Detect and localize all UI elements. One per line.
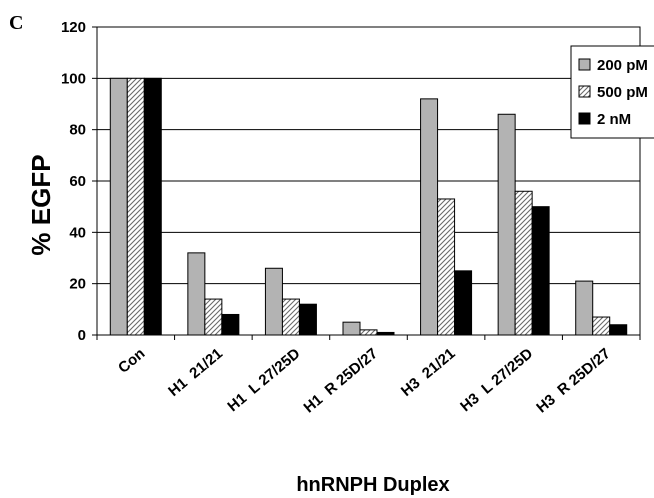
bar-500-pm	[126, 77, 145, 336]
legend: 200 pM 500 pM 2 nM	[570, 45, 654, 139]
bar-200-pm	[109, 77, 128, 336]
x-tick-label: H1 R 25D/27	[301, 345, 382, 416]
x-tick-label: H3 R 25D/27	[533, 345, 614, 416]
legend-label: 2 nM	[597, 111, 631, 128]
y-tick-label: 60	[69, 173, 86, 190]
y-axis-ticks: 0 20 40 60 80 100 120	[61, 19, 97, 344]
bar-500-pm	[281, 298, 300, 336]
y-tick-label: 20	[69, 276, 86, 293]
y-tick-label: 120	[61, 19, 86, 36]
bar-2-nm	[609, 324, 628, 336]
y-tick-label: 100	[61, 70, 86, 87]
bar-200-pm	[187, 252, 206, 336]
y-tick-label: 80	[69, 122, 86, 139]
bar-200-pm	[264, 267, 283, 336]
y-tick-label: 40	[69, 224, 86, 241]
y-tick-label: 0	[78, 327, 86, 344]
bar-2-nm	[531, 206, 550, 336]
x-tick-label: H1 21/21	[165, 345, 226, 400]
y-axis-title: % EGFP	[26, 154, 56, 255]
legend-label: 500 pM	[597, 84, 648, 101]
legend-label: 200 pM	[597, 57, 648, 74]
x-tick-label: Con	[115, 345, 148, 377]
bar-500-pm	[437, 198, 456, 336]
bars	[109, 77, 628, 336]
legend-swatch	[578, 58, 591, 71]
x-tick-label: H3 21/21	[398, 345, 459, 400]
bar-200-pm	[420, 98, 439, 336]
bar-2-nm	[298, 303, 317, 336]
x-axis-title: hnRNPH Duplex	[296, 474, 449, 496]
x-tick-label: H3 L 27/25D	[457, 345, 536, 415]
bar-500-pm	[204, 298, 223, 336]
panel-letter: C	[9, 12, 24, 34]
bar-2-nm	[376, 331, 395, 336]
bar-200-pm	[575, 280, 594, 336]
bar-500-pm	[359, 329, 378, 336]
legend-swatch	[578, 112, 591, 125]
bar-500-pm	[514, 190, 533, 336]
plot-area	[96, 26, 641, 336]
bar-200-pm	[497, 113, 516, 336]
x-tick-label: H1 L 27/25D	[224, 345, 303, 415]
bar-2-nm	[221, 313, 240, 336]
legend-swatch	[578, 85, 591, 98]
bar-200-pm	[342, 321, 361, 336]
bar-2-nm	[143, 77, 162, 336]
bar-500-pm	[592, 316, 611, 336]
bar-2-nm	[454, 270, 473, 336]
